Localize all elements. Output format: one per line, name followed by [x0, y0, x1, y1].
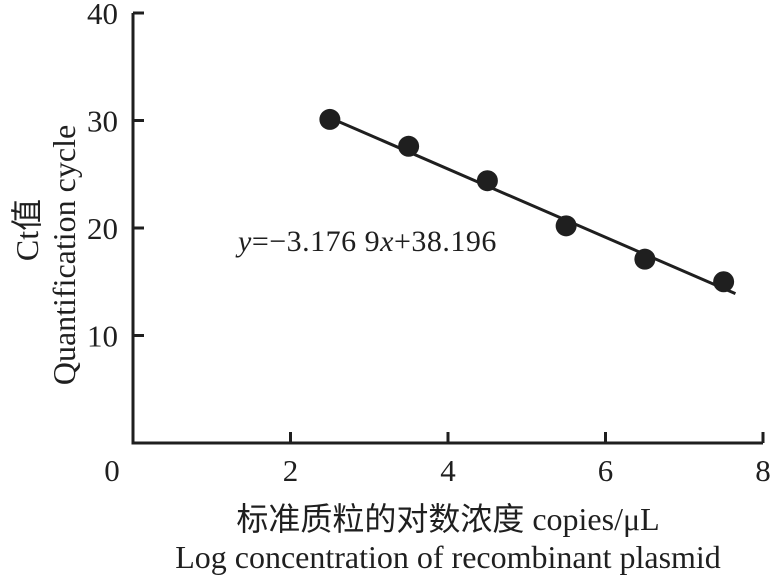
x-tick-label: 2 [283, 453, 299, 488]
data-point [398, 135, 420, 157]
data-point [555, 215, 577, 237]
x-tick-label: 0 [104, 453, 120, 488]
y-tick-label: 10 [87, 319, 118, 354]
x-axis-label-zh: 标准质粒的对数浓度 copies/μL [236, 501, 659, 537]
regression-equation: y=−3.176 9x+38.196 [235, 225, 497, 258]
y-axis-label-zh: Ct值 [9, 199, 45, 261]
x-tick-label: 4 [440, 453, 456, 488]
x-axis-label-en: Log concentration of recombinant plasmid [175, 539, 721, 575]
x-tick-label: 8 [755, 453, 771, 488]
y-tick-label: 20 [87, 211, 118, 246]
data-point [319, 108, 341, 130]
chart-layer: 10 20 30 40 0 2 4 6 8 [87, 0, 771, 488]
axis-spine [131, 13, 763, 445]
data-point [713, 271, 735, 293]
data-point [634, 248, 656, 270]
y-tick-label: 40 [87, 0, 118, 31]
x-tick-label: 6 [598, 453, 614, 488]
y-tick-label: 30 [87, 104, 118, 139]
regression-line [325, 114, 737, 296]
y-axis-label-en: Quantification cycle [46, 125, 82, 385]
data-point [476, 170, 498, 192]
